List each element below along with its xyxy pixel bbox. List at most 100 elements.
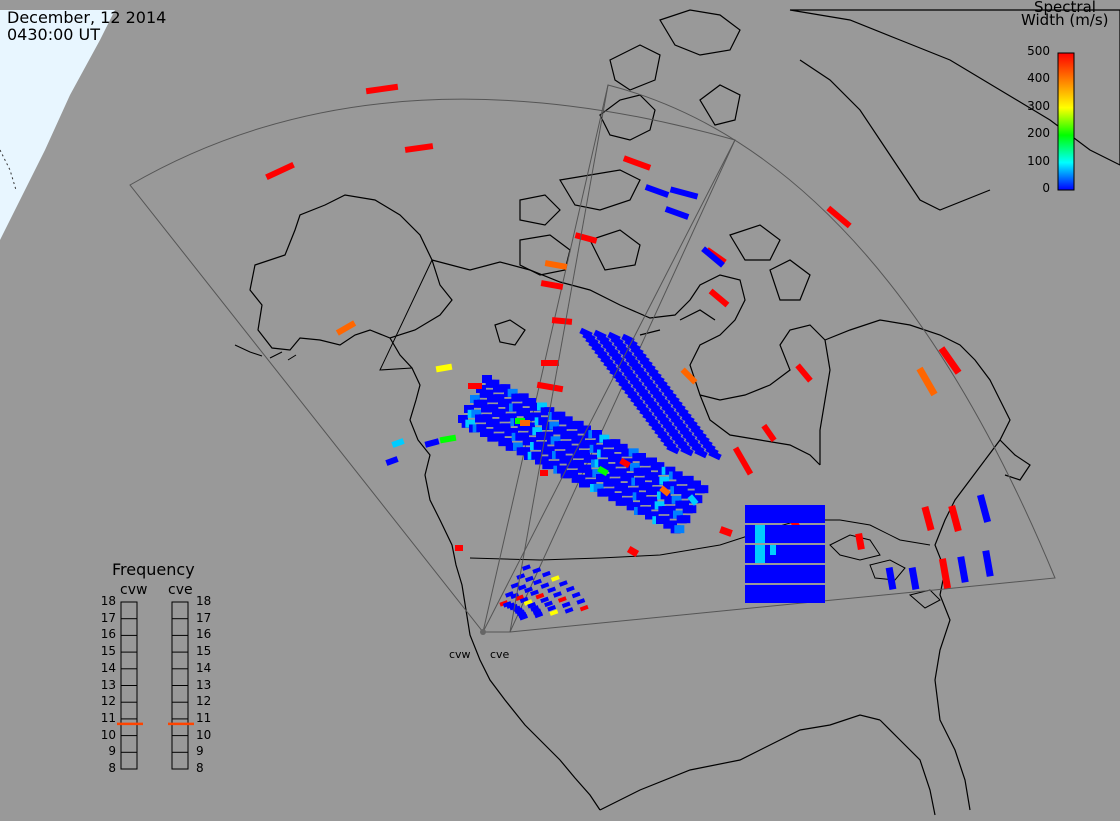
echo-cell: [515, 594, 525, 601]
echo-cell: [622, 155, 652, 171]
echo-cell: [455, 545, 463, 551]
echo-cell: [805, 585, 815, 603]
frequency-tick-label: 18: [100, 594, 116, 608]
echo-cell: [587, 454, 598, 463]
echo-cell: [612, 493, 622, 501]
echo-cell: [567, 430, 578, 439]
echo-cell: [592, 430, 602, 438]
echo-cell: [805, 505, 815, 523]
colorbar-tick-label: 0: [1042, 181, 1050, 195]
echo-cell: [574, 232, 598, 244]
echo-cell: [581, 464, 592, 473]
frequency-tick-label: 17: [100, 610, 116, 625]
frequency-tick-label: 14: [100, 660, 116, 675]
echo-cell: [509, 603, 519, 611]
echo-cell: [665, 505, 676, 514]
echo-cell: [815, 505, 825, 523]
echo-cell: [568, 470, 578, 478]
radar-name-right: cve: [168, 582, 193, 598]
echo-cell: [494, 394, 505, 403]
echo-cell: [785, 505, 795, 523]
echo-cell: [435, 363, 453, 373]
echo-cell: [523, 599, 533, 606]
echo-cell: [599, 473, 610, 482]
echo-cell: [538, 417, 549, 426]
echo-cell: [507, 388, 518, 397]
echo-cell: [597, 465, 609, 477]
echo-cell: [636, 492, 647, 501]
frequency-tick-label: 9: [108, 744, 116, 759]
echo-cell: [775, 525, 785, 543]
echo-cell: [558, 580, 568, 587]
frequency-tick-label: 14: [196, 660, 212, 675]
echo-cell: [611, 453, 622, 462]
echo-cell: [592, 469, 603, 478]
echo-cell: [593, 444, 604, 453]
echo-cell: [586, 440, 596, 448]
echo-cell: [647, 496, 658, 505]
echo-cell: [579, 604, 589, 612]
echo-cell: [483, 428, 494, 437]
echo-cell: [770, 545, 776, 555]
echo-cell: [701, 246, 725, 268]
echo-cell: [526, 398, 536, 406]
echo-cell: [680, 515, 691, 524]
echo-cell: [785, 525, 795, 543]
echo-cell: [647, 457, 657, 466]
echo-cell: [654, 501, 665, 510]
echo-cell: [672, 471, 683, 480]
echo-cell: [424, 438, 440, 448]
echo-cell: [635, 477, 645, 486]
echo-cell: [624, 473, 634, 481]
echo-cell: [335, 320, 357, 336]
echo-cell: [531, 451, 542, 460]
echo-cell: [537, 441, 548, 450]
echo-cell: [574, 460, 584, 468]
echo-cell: [719, 526, 733, 537]
echo-cell: [580, 450, 590, 458]
echo-cell: [593, 483, 604, 492]
echo-cell: [765, 565, 775, 583]
echo-cell: [553, 591, 562, 598]
echo-cell: [501, 398, 512, 407]
echo-cell: [604, 449, 615, 458]
echo-cell: [687, 494, 699, 506]
echo-cell: [755, 565, 765, 583]
echo-cell: [610, 478, 621, 487]
echo-cell: [795, 585, 805, 603]
echo-cell: [265, 161, 295, 181]
echo-cell: [544, 446, 555, 455]
echo-cell: [630, 502, 641, 511]
echo-cell: [555, 450, 566, 459]
frequency-tick-label: 11: [100, 710, 116, 725]
echo-cells: [265, 83, 994, 621]
echo-cell: [815, 545, 825, 563]
echo-cell: [520, 408, 530, 416]
echo-cell: [477, 399, 488, 408]
echo-cell: [619, 457, 631, 469]
frequency-tick-label: 10: [100, 727, 116, 742]
colorbar-tick-label: 200: [1027, 126, 1050, 141]
echo-cell: [775, 505, 785, 523]
echo-cell: [795, 363, 813, 383]
frequency-tick-label: 17: [196, 610, 212, 625]
echo-cell: [755, 545, 765, 563]
echo-cell: [547, 586, 557, 594]
echo-cell: [598, 459, 609, 468]
echo-cell: [921, 506, 935, 531]
echo-cell: [504, 591, 514, 598]
echo-cell: [544, 600, 553, 608]
echo-cell: [565, 585, 575, 593]
echo-cell: [530, 589, 539, 597]
echo-cell: [547, 604, 557, 612]
echo-cell: [629, 487, 639, 496]
echo-cell: [666, 481, 677, 490]
echo-cell: [957, 556, 969, 583]
echo-cell: [659, 485, 671, 497]
echo-cell: [482, 414, 493, 423]
echo-cell: [938, 346, 962, 375]
echo-cell: [519, 613, 529, 621]
echo-cell: [524, 586, 533, 594]
frequency-title: Frequency: [112, 560, 195, 579]
